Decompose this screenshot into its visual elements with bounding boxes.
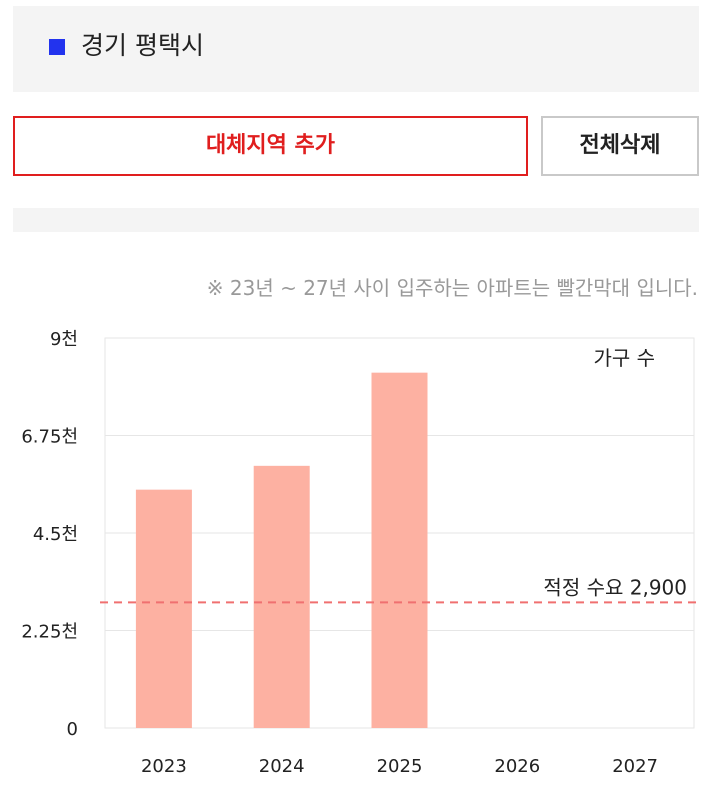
reference-line-label: 적정 수요 2,900 bbox=[543, 575, 687, 599]
x-tick-label: 2026 bbox=[494, 756, 540, 777]
chart-notice: ※ 23년 ~ 27년 사이 입주하는 아파트는 빨간막대 입니다. bbox=[206, 276, 698, 300]
chart-bars bbox=[135, 372, 428, 728]
bar-2024 bbox=[253, 465, 310, 728]
y-tick-label: 2.25천 bbox=[21, 622, 78, 643]
y-tick-label: 0 bbox=[67, 719, 78, 740]
chart-axes: 0 2.25천 4.5천 6.75천 9천 2023 2024 2025 2026 2027 bbox=[21, 329, 658, 777]
x-tick-label: 2027 bbox=[612, 756, 658, 777]
x-tick-label: 2024 bbox=[259, 756, 305, 777]
delete-all-button[interactable]: 전체삭제 bbox=[541, 116, 699, 176]
y-tick-label: 9천 bbox=[50, 329, 78, 350]
region-name: 경기 평택시 bbox=[81, 31, 204, 60]
x-tick-label: 2023 bbox=[141, 756, 187, 777]
legend-series-label: 가구 수 bbox=[593, 346, 655, 370]
y-tick-label: 4.5천 bbox=[33, 524, 78, 545]
selected-region-box: 경기 평택시 bbox=[13, 6, 699, 92]
add-alternative-region-button[interactable]: 대체지역 추가 bbox=[13, 116, 528, 176]
bar-2025 bbox=[371, 372, 428, 728]
x-tick-label: 2025 bbox=[377, 756, 423, 777]
region-list-area bbox=[13, 208, 699, 232]
y-tick-label: 6.75천 bbox=[21, 427, 78, 448]
region-marker-icon bbox=[49, 39, 65, 55]
supply-chart: 0 2.25천 4.5천 6.75천 9천 2023 2024 2025 2026 2027 가구… bbox=[21, 329, 696, 777]
bar-2023 bbox=[135, 489, 192, 728]
